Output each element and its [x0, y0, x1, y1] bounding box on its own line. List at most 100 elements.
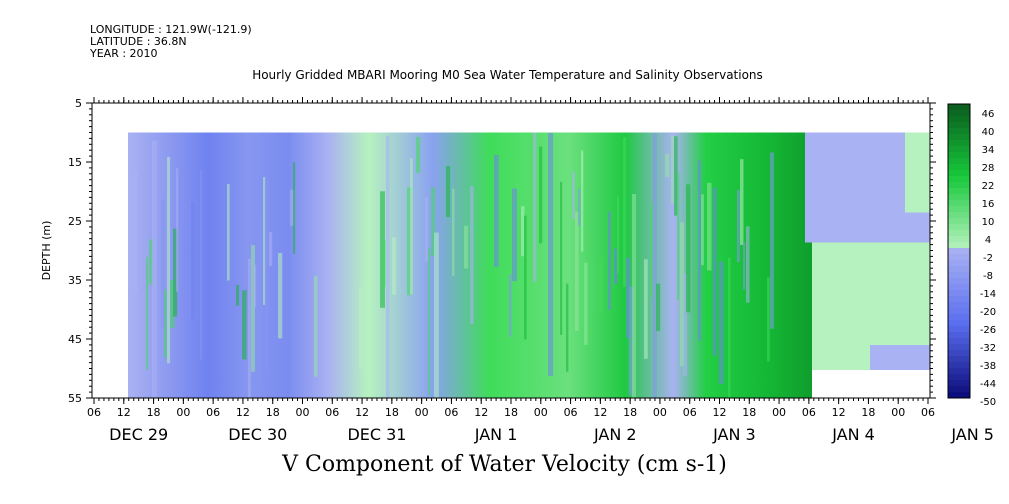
heatmap-streak — [251, 245, 255, 372]
heatmap-streak — [539, 146, 543, 244]
colorbar-swatch — [948, 230, 970, 237]
heatmap-streak — [533, 132, 537, 282]
colorbar-swatch — [948, 218, 970, 225]
colorbar-swatch — [948, 356, 970, 363]
colorbar-swatch — [948, 278, 970, 285]
heatmap-streak — [737, 189, 740, 263]
x-day-label: JAN 5 — [950, 425, 994, 444]
heatmap-streak — [290, 189, 295, 226]
colorbar-swatch — [948, 242, 970, 249]
colorbar-swatch — [948, 386, 970, 393]
heatmap-streak — [242, 290, 247, 360]
heatmap-streak — [269, 231, 273, 267]
colorbar-swatch — [948, 368, 970, 375]
colorbar-label: 28 — [982, 163, 995, 174]
heatmap-streak — [608, 211, 611, 310]
colorbar-swatch — [948, 104, 970, 111]
heatmap-streak — [671, 135, 674, 204]
x-day-label: JAN 3 — [712, 425, 756, 444]
x-tick-label: 06 — [206, 406, 220, 419]
heatmap-streak — [314, 275, 318, 377]
x-tick-label: 06 — [564, 406, 578, 419]
heatmap-streak — [572, 171, 575, 220]
colorbar-swatch — [948, 314, 970, 321]
heatmap-streak — [623, 137, 627, 287]
heatmap-streak — [524, 215, 527, 340]
heatmap-region — [905, 132, 930, 213]
colorbar-swatch — [948, 188, 970, 195]
colorbar-swatch — [948, 362, 970, 369]
heatmap-streak — [191, 202, 195, 320]
heatmap-streak — [425, 197, 429, 262]
heatmap-streak — [653, 133, 657, 398]
x-day-label: JAN 2 — [593, 425, 637, 444]
x-tick-label: 06 — [87, 406, 101, 419]
heatmap-streak — [614, 248, 618, 284]
heatmap-streak — [464, 225, 469, 269]
colorbar-swatch — [948, 116, 970, 123]
colorbar-label: 10 — [982, 217, 995, 228]
heatmap-streak — [134, 171, 138, 292]
heatmap-streak — [521, 206, 525, 257]
colorbar-swatch — [948, 194, 970, 201]
x-tick-label: 18 — [504, 406, 518, 419]
colorbar-label: -26 — [980, 325, 996, 336]
x-tick-label: 12 — [593, 406, 607, 419]
heatmap-streak — [200, 170, 203, 360]
x-tick-label: 12 — [355, 406, 369, 419]
x-tick-label: 00 — [296, 406, 310, 419]
y-tick-label: 35 — [68, 274, 82, 287]
colorbar-swatch — [948, 374, 970, 381]
metadata-block: LONGITUDE : 121.9W(-121.9) LATITUDE : 36… — [90, 24, 252, 60]
heatmap-streak — [743, 241, 746, 290]
colorbar-swatch — [948, 380, 970, 387]
heatmap-streak — [566, 283, 569, 372]
heatmap-streak — [407, 187, 412, 296]
colorbar-label: -14 — [980, 289, 996, 300]
colorbar-swatch — [948, 206, 970, 213]
heatmap-streak — [146, 256, 149, 370]
colorbar-swatch — [948, 338, 970, 345]
x-day-label: DEC 29 — [109, 425, 168, 444]
heatmap-streak — [278, 252, 283, 339]
heatmap-streak — [380, 191, 385, 308]
x-day-label: DEC 31 — [347, 425, 406, 444]
heatmap-streak — [746, 226, 750, 303]
heatmap-streak — [248, 258, 251, 398]
colorbar-swatch — [948, 212, 970, 219]
heatmap-streak — [383, 240, 386, 287]
heatmap-streak — [650, 203, 653, 298]
heatmap-streak — [632, 194, 637, 398]
x-tick-label: 00 — [176, 406, 190, 419]
x-tick-label: 06 — [444, 406, 458, 419]
heatmap-streak — [509, 274, 512, 337]
colorbar-swatch — [948, 140, 970, 147]
axes: 5 15 25 35 45 55 DEPTH (m) 06 12 18 00 06 12 18 00 06 12… — [40, 97, 994, 444]
heatmap-streak — [599, 256, 603, 313]
colorbar-swatch — [948, 290, 970, 297]
x-axis-title: V Component of Water Velocity (cm s-1) — [282, 452, 727, 477]
x-tick-label: 06 — [325, 406, 339, 419]
heatmap-streak — [416, 136, 421, 173]
colorbar-swatch — [948, 296, 970, 303]
heatmap-streak — [629, 286, 634, 396]
heatmap-streak — [719, 261, 724, 384]
colorbar-label: 34 — [982, 145, 995, 156]
heatmap-streak — [152, 140, 157, 398]
colorbar-swatch — [948, 164, 970, 171]
colorbar-swatch — [948, 146, 970, 153]
heatmap-streak — [266, 179, 269, 373]
heatmap-region — [870, 345, 930, 370]
colorbar-swatch — [948, 320, 970, 327]
colorbar-swatch — [948, 332, 970, 339]
colorbar: 46 40 34 28 22 16 10 4 -2 -8 -14 -20 -26 -32 -38 -44 -50 — [947, 103, 996, 408]
colorbar-swatch — [948, 302, 970, 309]
heatmap-streak — [164, 289, 167, 358]
colorbar-swatch — [948, 236, 970, 243]
x-tick-label: 12 — [236, 406, 250, 419]
heatmap-streak — [428, 248, 431, 396]
heatmap-streak — [170, 280, 175, 329]
heatmap-streak — [713, 187, 717, 356]
colorbar-swatch — [948, 350, 970, 357]
colorbar-label: 16 — [982, 199, 995, 210]
